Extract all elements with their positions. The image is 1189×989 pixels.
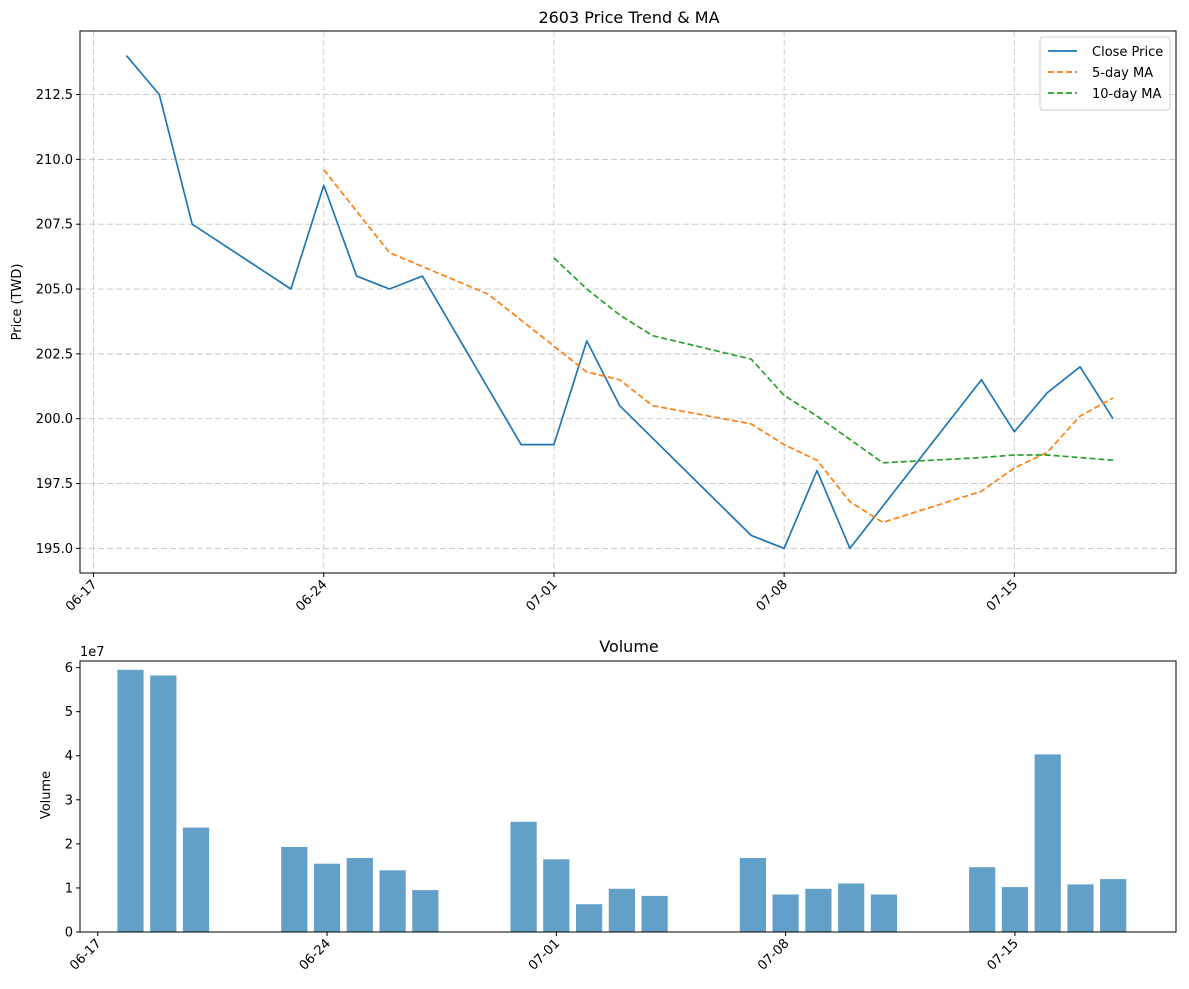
price-y-tick-label: 195.0 [36, 542, 73, 557]
volume-y-tick-label: 5 [65, 705, 73, 720]
volume-bar [739, 858, 766, 932]
volume-x-tick-label: 06-17 [67, 936, 104, 973]
volume-bar [281, 847, 308, 932]
series-line-close-price [125, 55, 1114, 550]
volume-x-tick-label: 07-01 [526, 936, 563, 973]
price-y-tick-label: 212.5 [36, 88, 73, 103]
volume-y-tick-label: 3 [65, 793, 73, 808]
volume-bar [641, 895, 668, 932]
price-y-tick-label: 197.5 [36, 477, 73, 492]
volume-panel: Volume 1e7 Volume 06-17 06-24 07-01 07-08 07… [39, 637, 1177, 974]
price-y-tick-label: 205.0 [36, 283, 73, 298]
volume-bar [805, 888, 832, 932]
volume-chart-title: Volume [599, 637, 659, 656]
price-series-group [125, 55, 1114, 550]
series-line-10-day-ma [553, 257, 1114, 464]
volume-x-tick-label: 06-24 [297, 936, 334, 973]
legend-items: Close Price 5-day MA 10-day MA [1048, 45, 1163, 102]
price-tick-group: 06-17 06-24 07-01 07-08 07-15 195.0 197.5 200.0… [36, 88, 1021, 615]
legend: Close Price 5-day MA 10-day MA [1039, 36, 1171, 111]
volume-y-tick-label: 1 [65, 881, 73, 896]
volume-bar [150, 675, 177, 932]
price-panel: 2603 Price Trend & MA Price (TWD) 06-17 0… [10, 8, 1177, 615]
volume-bar [969, 867, 996, 932]
legend-label-close-price: Close Price [1092, 45, 1163, 60]
volume-bar [838, 883, 865, 932]
volume-bar [1067, 884, 1094, 932]
price-axes-frame [79, 30, 1177, 574]
volume-y-tick-label: 2 [65, 837, 73, 852]
price-y-tick-label: 200.0 [36, 412, 73, 427]
volume-x-tick-label: 07-08 [755, 936, 792, 973]
volume-offset-label: 1e7 [80, 645, 105, 660]
volume-bar [379, 870, 406, 932]
volume-y-tick-label: 0 [65, 926, 73, 941]
volume-bar-group [117, 669, 1127, 932]
price-y-tick-label: 210.0 [36, 153, 73, 168]
volume-bar [772, 894, 799, 932]
price-x-tick-label: 07-01 [523, 577, 560, 614]
legend-box [1039, 36, 1171, 111]
legend-label-5-day-ma: 5-day MA [1092, 66, 1153, 81]
volume-bar [608, 888, 635, 932]
price-x-tick-label: 07-08 [754, 577, 791, 614]
volume-bar [1034, 754, 1061, 932]
price-x-tick-label: 07-15 [984, 577, 1021, 614]
volume-bar [117, 669, 144, 932]
volume-bar [870, 894, 897, 932]
volume-bar [510, 821, 537, 932]
volume-bar [182, 827, 210, 932]
volume-y-tick-label: 4 [65, 749, 73, 764]
price-y-tick-label: 202.5 [36, 347, 73, 362]
price-x-tick-label: 06-24 [293, 577, 330, 614]
price-grid [80, 31, 1176, 573]
volume-y-axis-label: Volume [39, 771, 54, 819]
price-y-tick-label: 207.5 [36, 218, 73, 233]
volume-bar [1100, 879, 1127, 932]
volume-axes-frame [79, 660, 1177, 933]
price-y-axis-label: Price (TWD) [10, 264, 25, 341]
price-x-tick-label: 06-17 [63, 577, 100, 614]
price-chart-title: 2603 Price Trend & MA [538, 8, 719, 27]
volume-y-tick-label: 6 [65, 661, 73, 676]
volume-bar [1001, 887, 1028, 932]
volume-bar [313, 863, 341, 932]
volume-x-tick-label: 07-15 [984, 936, 1021, 973]
legend-label-10-day-ma: 10-day MA [1092, 87, 1161, 102]
series-line-5-day-ma [323, 169, 1114, 524]
volume-bar [346, 858, 373, 932]
volume-bar [543, 859, 570, 932]
volume-bar [412, 890, 439, 932]
volume-bar [576, 904, 603, 932]
